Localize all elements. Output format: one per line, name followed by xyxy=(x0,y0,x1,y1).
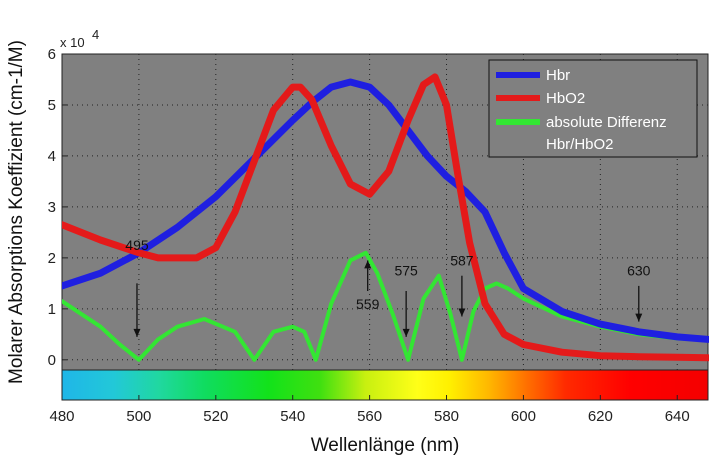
y-tick-label-3: 3 xyxy=(48,199,56,216)
series-line-hbr xyxy=(62,78,709,343)
y-axis-ticks: 0 1 2 3 4 5 6 xyxy=(48,46,67,369)
annotation-label-495: 495 xyxy=(125,237,149,253)
x-axis-label: Wellenlänge (nm) xyxy=(311,435,460,456)
x-tick-label-640: 640 xyxy=(665,408,690,425)
annotation-arrow-head-559 xyxy=(364,260,372,269)
y-tick-label-2: 2 xyxy=(48,250,56,267)
x-tick-label-500: 500 xyxy=(126,408,151,425)
annotation-label-559: 559 xyxy=(356,296,380,312)
annotation-arrow-head-630 xyxy=(635,313,643,322)
annotation-label-630: 630 xyxy=(627,263,651,279)
legend: Hbr HbO2 absolute Differenz Hbr/HbO2 xyxy=(488,59,698,158)
series-line-hbo2 xyxy=(62,73,709,362)
annotation-label-587: 587 xyxy=(450,253,474,269)
x-tick-label-620: 620 xyxy=(588,408,613,425)
y-multiplier-exponent: 4 xyxy=(92,27,99,42)
y-axis-label: Molarer Absorptions Koeffizient (cm-1/M) xyxy=(6,40,27,384)
x-tick-label-600: 600 xyxy=(511,408,536,425)
y-multiplier: x 10 xyxy=(60,35,85,50)
annotation-arrow-head-575 xyxy=(402,328,410,337)
legend-label-hbr: Hbr xyxy=(546,67,570,84)
spectrum-colorbar xyxy=(61,369,709,401)
x-tick-label-580: 580 xyxy=(434,408,459,425)
x-tick-label-480: 480 xyxy=(49,408,74,425)
annotation-arrow-head-495 xyxy=(133,328,141,337)
legend-label-diff: absolute Differenz xyxy=(546,114,667,131)
y-tick-label-6: 6 xyxy=(48,46,56,63)
y-tick-label-1: 1 xyxy=(48,301,56,318)
x-axis-ticks: 480 500 520 540 560 580 600 620 640 xyxy=(49,395,690,425)
series-line-absolute-differenz-hbr-hbo2 xyxy=(62,250,709,362)
y-tick-label-0: 0 xyxy=(48,352,56,369)
y-tick-label-5: 5 xyxy=(48,97,56,114)
x-tick-label-540: 540 xyxy=(280,408,305,425)
annotations: 495 559 575 587 630 xyxy=(125,237,651,337)
annotation-arrow-head-587 xyxy=(458,308,466,317)
legend-label-hbo2: HbO2 xyxy=(546,90,585,107)
x-tick-label-520: 520 xyxy=(203,408,228,425)
annotation-label-575: 575 xyxy=(394,263,418,279)
legend-label-diff-2: Hbr/HbO2 xyxy=(546,136,614,153)
y-tick-label-4: 4 xyxy=(48,148,56,165)
series-layer xyxy=(62,73,709,362)
x-tick-label-560: 560 xyxy=(357,408,382,425)
